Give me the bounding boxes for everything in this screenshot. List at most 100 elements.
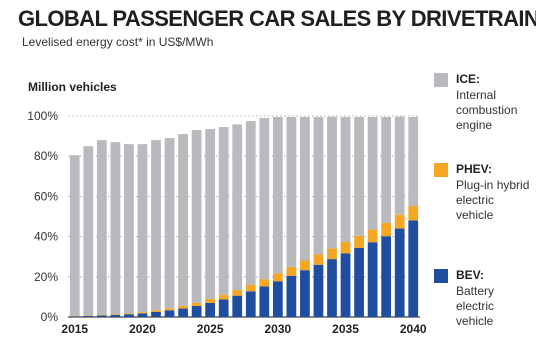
- bar-ice-2038: [381, 117, 392, 223]
- legend-desc-bev: Battery electric vehicle: [456, 284, 495, 328]
- bar-ice-2030: [272, 117, 283, 274]
- bar-bev-2030: [272, 281, 283, 317]
- bar-phev-2039: [394, 214, 405, 229]
- bar-bev-2015: [69, 316, 80, 317]
- bars: [69, 116, 419, 317]
- bar-phev-2038: [381, 222, 392, 237]
- bar-phev-2030: [272, 273, 283, 282]
- bar-ice-2040: [408, 117, 419, 207]
- y-tick-label: 100%: [27, 109, 58, 123]
- legend-swatch-ice: [434, 73, 448, 87]
- bar-phev-2037: [367, 229, 378, 243]
- bar-bev-2029: [259, 286, 270, 317]
- y-axis-unit-label: Million vehicles: [28, 80, 117, 94]
- bar-bev-2039: [394, 228, 405, 317]
- bar-phev-2026: [218, 294, 229, 300]
- bar-phev-2032: [300, 260, 310, 271]
- bar-phev-2029: [259, 279, 270, 287]
- bar-bev-2031: [286, 275, 297, 317]
- chart-title: GLOBAL PASSENGER CAR SALES BY DRIVETRAIN: [18, 6, 536, 31]
- bar-bev-2016: [83, 315, 94, 317]
- bar-ice-2037: [367, 117, 378, 230]
- bar-ice-2017: [96, 140, 107, 315]
- legend-desc-phev: Plug-in hybrid electric vehicle: [456, 178, 530, 222]
- bar-bev-2020: [137, 313, 148, 317]
- bar-bev-2022: [164, 310, 175, 317]
- bar-ice-2027: [232, 124, 243, 291]
- bar-ice-2035: [340, 117, 351, 243]
- bar-ice-2019: [124, 144, 134, 314]
- x-tick-labels: 2015 2020 2025 2030 2035 2040: [61, 322, 426, 336]
- x-tick-label: 2025: [197, 322, 224, 336]
- bar-phev-2036: [354, 235, 364, 248]
- bar-ice-2016: [83, 146, 94, 316]
- legend-name-bev: BEV:: [456, 268, 485, 282]
- legend-swatch-phev: [434, 163, 448, 177]
- gridlines: [68, 115, 420, 318]
- y-tick-label: 20%: [34, 270, 58, 284]
- bar-phev-2027: [232, 290, 243, 296]
- x-tick-label: 2020: [129, 322, 156, 336]
- y-tick-label: 60%: [34, 189, 58, 203]
- bar-phev-2020: [137, 312, 148, 314]
- bar-ice-2018: [110, 142, 121, 315]
- bar-bev-2038: [381, 236, 392, 317]
- bar-ice-2025: [205, 129, 216, 299]
- bar-ice-2022: [164, 138, 175, 309]
- bar-phev-2028: [245, 284, 256, 292]
- legend-swatch-bev: [434, 269, 448, 283]
- bar-ice-2033: [313, 117, 324, 255]
- bar-bev-2024: [191, 305, 202, 317]
- bar-bev-2018: [110, 314, 121, 317]
- bar-bev-2021: [151, 311, 161, 317]
- bar-bev-2034: [327, 259, 337, 317]
- bar-phev-2019: [124, 313, 134, 315]
- chart-subtitle: Levelised energy cost* in US$/MWh: [22, 35, 214, 49]
- bar-ice-2015: [69, 155, 80, 316]
- bar-phev-2025: [205, 298, 216, 303]
- bar-bev-2027: [232, 295, 243, 317]
- bar-ice-2024: [191, 130, 202, 303]
- y-tick-label: 80%: [34, 149, 58, 163]
- bar-bev-2036: [354, 247, 364, 317]
- bar-bev-2040: [408, 220, 419, 317]
- x-tick-label: 2040: [400, 322, 427, 336]
- x-tick-label: 2030: [264, 322, 291, 336]
- bar-bev-2017: [96, 315, 107, 317]
- bar-ice-2039: [394, 116, 405, 215]
- bar-bev-2028: [245, 291, 256, 317]
- bar-bev-2026: [218, 299, 229, 317]
- bar-bev-2025: [205, 302, 216, 317]
- bar-bev-2019: [124, 314, 134, 317]
- bar-ice-2029: [259, 118, 270, 280]
- bar-ice-2021: [151, 140, 161, 311]
- y-tick-labels: 0% 20% 40% 60% 80% 100%: [27, 109, 58, 324]
- bar-phev-2024: [191, 302, 202, 306]
- bar-ice-2032: [300, 117, 310, 261]
- bar-phev-2034: [327, 248, 337, 260]
- bar-phev-2035: [340, 242, 351, 254]
- bar-phev-2022: [164, 308, 175, 311]
- bar-bev-2037: [367, 242, 378, 317]
- y-tick-label: 0%: [41, 310, 59, 324]
- bar-bev-2035: [340, 253, 351, 317]
- bar-bev-2032: [300, 270, 310, 317]
- bar-phev-2017: [96, 314, 107, 316]
- bar-phev-2031: [286, 266, 297, 276]
- legend-desc-ice: Internal combustion engine: [456, 88, 518, 132]
- x-tick-label: 2015: [61, 322, 88, 336]
- bar-ice-2020: [137, 144, 148, 313]
- bar-phev-2018: [110, 314, 121, 315]
- bar-ice-2036: [354, 117, 364, 236]
- bar-phev-2033: [313, 254, 324, 265]
- bar-ice-2031: [286, 117, 297, 267]
- legend-name-phev: PHEV:: [456, 162, 493, 176]
- bar-bev-2033: [313, 264, 324, 317]
- bar-phev-2040: [408, 206, 419, 221]
- bar-ice-2034: [327, 116, 337, 249]
- bar-phev-2023: [178, 305, 188, 309]
- bar-bev-2023: [178, 308, 188, 317]
- x-tick-label: 2035: [332, 322, 359, 336]
- y-tick-label: 40%: [34, 230, 58, 244]
